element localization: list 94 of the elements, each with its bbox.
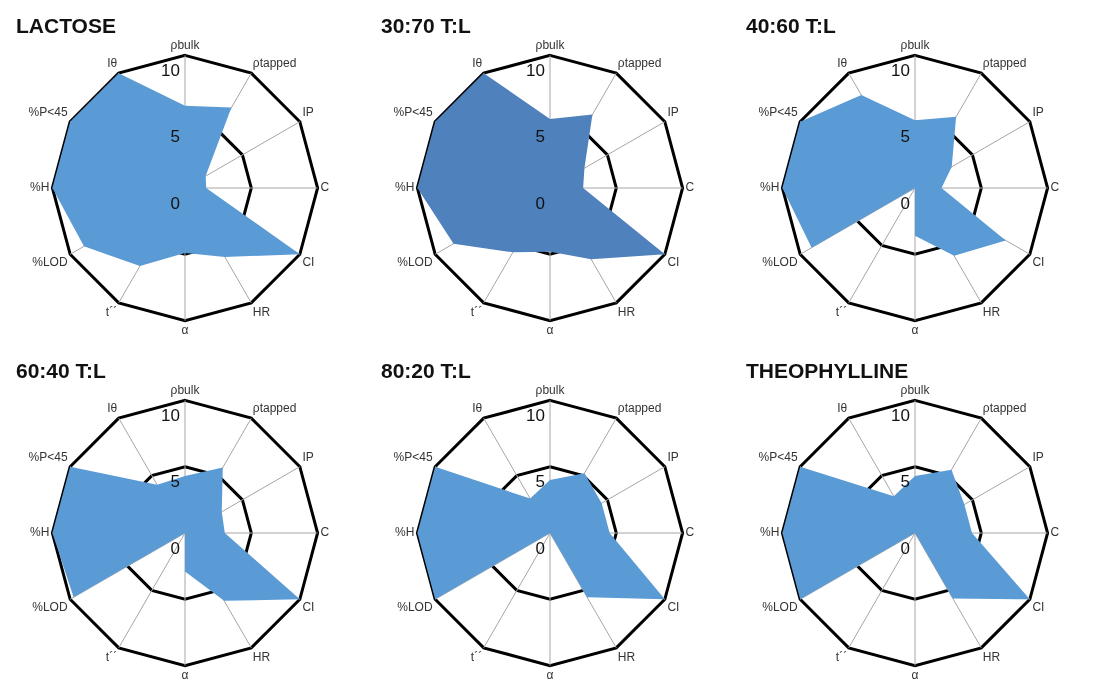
spoke-label: C bbox=[1050, 525, 1060, 540]
spoke-label: C bbox=[320, 525, 330, 540]
spoke-label: %LOD bbox=[397, 255, 433, 270]
spoke-label: %P<45 bbox=[28, 450, 68, 465]
spoke-label: CI bbox=[667, 255, 680, 270]
spoke-label: IP bbox=[667, 450, 679, 465]
spoke-label: CI bbox=[667, 600, 680, 615]
y-tick-label: 0 bbox=[900, 193, 910, 213]
y-tick-label: 0 bbox=[900, 538, 910, 558]
y-tick-label: 10 bbox=[891, 406, 910, 426]
spoke-label: CI bbox=[1032, 600, 1045, 615]
spoke-label: Iθ bbox=[472, 55, 483, 70]
spoke-label: HR bbox=[252, 649, 271, 664]
spoke-label: t´´ bbox=[835, 304, 848, 319]
spoke-label: %P<45 bbox=[28, 105, 68, 120]
y-tick-label: 0 bbox=[170, 193, 180, 213]
spoke-label: Iθ bbox=[472, 400, 483, 415]
chart-title: 60:40 T:L bbox=[16, 359, 106, 383]
spoke-label: %LOD bbox=[32, 255, 68, 270]
spoke-label: %P<45 bbox=[393, 450, 433, 465]
spoke-label: CI bbox=[1032, 255, 1045, 270]
spoke-label: t´´ bbox=[470, 304, 483, 319]
spoke-label: t´´ bbox=[835, 649, 848, 664]
spoke-label: HR bbox=[617, 649, 636, 664]
spoke-label: %H bbox=[30, 525, 50, 540]
chart-title: THEOPHYLLINE bbox=[746, 359, 909, 383]
y-tick-label: 0 bbox=[170, 538, 180, 558]
spoke-label: ρtapped bbox=[617, 55, 662, 70]
y-tick-label: 10 bbox=[891, 61, 910, 81]
spoke-label: IP bbox=[302, 105, 314, 120]
y-tick-label: 5 bbox=[535, 472, 545, 492]
spoke-label: %P<45 bbox=[758, 105, 798, 120]
spoke-label: %P<45 bbox=[393, 105, 433, 120]
y-tick-label: 0 bbox=[535, 193, 545, 213]
spoke-label: %LOD bbox=[397, 600, 433, 615]
y-tick-label: 10 bbox=[161, 61, 180, 81]
y-tick-label: 5 bbox=[170, 127, 180, 147]
spoke-label: %H bbox=[395, 180, 415, 195]
spoke-label: %H bbox=[760, 180, 780, 195]
spoke-label: Iθ bbox=[837, 400, 848, 415]
spoke-label: Iθ bbox=[837, 55, 848, 70]
spoke-label: α bbox=[546, 668, 554, 683]
spoke-label: %LOD bbox=[762, 255, 798, 270]
spoke-label: ρtapped bbox=[252, 55, 297, 70]
spoke-label: HR bbox=[617, 304, 636, 319]
spoke-label: Iθ bbox=[107, 400, 118, 415]
spoke-label: %H bbox=[30, 180, 50, 195]
spoke-label: C bbox=[320, 180, 330, 195]
spoke-label: t´´ bbox=[105, 304, 118, 319]
y-tick-label: 0 bbox=[535, 538, 545, 558]
spoke-label: %H bbox=[760, 525, 780, 540]
chart-title: 80:20 T:L bbox=[381, 359, 471, 383]
chart-title: LACTOSE bbox=[16, 14, 116, 38]
spoke-label: C bbox=[1050, 180, 1060, 195]
chart-title: 40:60 T:L bbox=[746, 14, 836, 38]
spoke-label: ρbulk bbox=[900, 382, 931, 397]
spoke-label: α bbox=[181, 668, 189, 683]
spoke-label: ρbulk bbox=[170, 37, 201, 52]
spoke-label: C bbox=[685, 525, 695, 540]
spoke-label: α bbox=[911, 323, 919, 338]
spoke-label: HR bbox=[252, 304, 271, 319]
y-tick-label: 10 bbox=[526, 61, 545, 81]
spoke-label: ρtapped bbox=[982, 400, 1027, 415]
spoke-label: IP bbox=[302, 450, 314, 465]
spoke-label: α bbox=[546, 323, 554, 338]
spoke-label: %LOD bbox=[32, 600, 68, 615]
spoke-label: HR bbox=[982, 304, 1001, 319]
spoke-label: %H bbox=[395, 525, 415, 540]
spoke-label: CI bbox=[302, 600, 315, 615]
spoke-label: %LOD bbox=[762, 600, 798, 615]
spoke-label: ρbulk bbox=[535, 37, 566, 52]
spoke-label: %P<45 bbox=[758, 450, 798, 465]
spoke-label: ρtapped bbox=[982, 55, 1027, 70]
spoke-label: α bbox=[911, 668, 919, 683]
spoke-label: ρbulk bbox=[170, 382, 201, 397]
spoke-label: ρtapped bbox=[252, 400, 297, 415]
spoke-label: α bbox=[181, 323, 189, 338]
spoke-label: ρbulk bbox=[535, 382, 566, 397]
y-tick-label: 5 bbox=[900, 127, 910, 147]
spoke-label: C bbox=[685, 180, 695, 195]
y-tick-label: 10 bbox=[161, 406, 180, 426]
spoke-label: IP bbox=[667, 105, 679, 120]
y-tick-label: 10 bbox=[526, 406, 545, 426]
spoke-label: CI bbox=[302, 255, 315, 270]
spoke-label: IP bbox=[1032, 105, 1044, 120]
spoke-label: ρtapped bbox=[617, 400, 662, 415]
spoke-label: t´´ bbox=[105, 649, 118, 664]
spoke-label: t´´ bbox=[470, 649, 483, 664]
spoke-label: ρbulk bbox=[900, 37, 931, 52]
spoke-label: Iθ bbox=[107, 55, 118, 70]
chart-title: 30:70 T:L bbox=[381, 14, 471, 38]
spoke-label: HR bbox=[982, 649, 1001, 664]
y-tick-label: 5 bbox=[535, 127, 545, 147]
spoke-label: IP bbox=[1032, 450, 1044, 465]
